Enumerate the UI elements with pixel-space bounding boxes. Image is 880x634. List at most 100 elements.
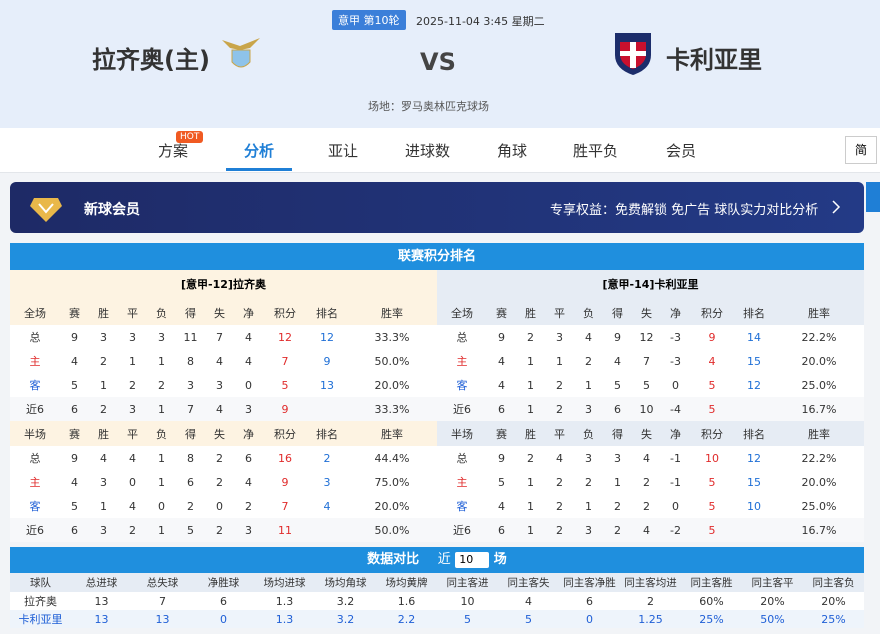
stat-cell: 4	[643, 451, 650, 465]
stat-cell: 1	[585, 378, 592, 392]
stat-cell: 2	[556, 475, 563, 489]
comparison-cell: 20%	[821, 594, 846, 608]
column-header: 胜率	[381, 427, 403, 441]
stat-cell: 75.0%	[374, 475, 410, 489]
column-header: 场均黄牌	[385, 577, 428, 589]
stat-cell: 1	[527, 378, 534, 392]
venue: 场地：罗马奥林匹克球场	[368, 100, 489, 113]
column-header: 同主客净胜	[563, 577, 616, 589]
lang-button[interactable]: 简	[845, 136, 877, 164]
comparison-row: 拉齐奥 13 7 6 1.3 3.2 1.6 10 4 6 2 60% 20% 20%	[10, 592, 864, 610]
stat-row: 客 5 1 4 0 2 0 2 7 4 20.0%	[10, 494, 437, 518]
stat-cell: 4	[498, 354, 505, 368]
comparison-cell: 10	[460, 594, 475, 608]
column-header: 负	[583, 427, 594, 441]
stat-cell: 4	[708, 354, 716, 368]
stat-cell: 2	[527, 451, 534, 465]
column-header: 全场	[451, 306, 473, 320]
stat-cell: 3	[323, 475, 331, 489]
stat-cell: 0	[672, 378, 679, 392]
column-header: 得	[612, 306, 623, 320]
nav-tab[interactable]: 方案	[158, 142, 189, 160]
comparison-cell: 50%	[760, 612, 785, 626]
stat-row: 近6 6 1 2 3 2 4 -2 5 16.7%	[437, 518, 864, 542]
column-header: 胜	[98, 306, 109, 320]
header-row: 全场 赛 胜 平 负 得 失 净 积分 排名 胜率	[437, 300, 864, 325]
stat-cell: 2	[216, 451, 223, 465]
column-header: 失	[214, 427, 225, 441]
column-header: 净	[243, 427, 254, 441]
stat-cell: 3	[585, 451, 592, 465]
stat-cell: 4	[100, 451, 107, 465]
comparison-cell: 25%	[699, 612, 724, 626]
stat-cell: 4	[216, 354, 223, 368]
stat-cell: 3	[556, 330, 563, 344]
column-header: 胜	[525, 306, 536, 320]
column-header: 得	[185, 427, 196, 441]
stat-cell: 总	[29, 331, 41, 344]
away-logo	[615, 33, 651, 75]
comparison-cell: 拉齐奥	[24, 595, 57, 608]
stat-cell: 6	[71, 523, 78, 537]
comparison-cell: 60%	[699, 594, 724, 608]
nav-tab[interactable]: 进球数	[405, 142, 451, 160]
stat-cell: 4	[323, 499, 331, 513]
member-banner[interactable]: 新球会员 专享权益：免费解锁 免广告 球队实力对比分析	[10, 182, 864, 233]
stat-cell: 16.7%	[801, 402, 837, 416]
stat-cell: 6	[498, 402, 505, 416]
comparison-row: 卡利亚里 13 13 0 1.3 3.2 2.2 5 5 0 1.25 25% 50% 25%	[10, 610, 864, 628]
comparison-cell: 2.2	[397, 612, 416, 626]
nav-tab[interactable]: 角球	[497, 142, 528, 160]
stat-cell: 9	[281, 475, 289, 489]
stat-cell: 5	[708, 499, 716, 513]
stat-cell: 主	[29, 355, 41, 368]
stat-cell: 6	[498, 523, 505, 537]
comparison-cell: 25%	[821, 612, 846, 626]
comparison-cell: 4	[525, 594, 532, 608]
stat-cell: 9	[708, 330, 716, 344]
stat-cell: 44.4%	[374, 451, 410, 465]
stat-cell: 近6	[453, 403, 471, 416]
stat-cell: 5	[708, 475, 716, 489]
count-select[interactable]: 10	[455, 552, 490, 568]
stat-row: 客 4 1 2 1 5 5 0 5 12 25.0%	[437, 373, 864, 397]
away-standings-title: [意甲-14]卡利亚里	[437, 270, 864, 300]
stat-cell: 20.0%	[374, 499, 410, 513]
nav-tab[interactable]: 会员	[666, 142, 697, 160]
nav-tab[interactable]: 亚让	[328, 142, 359, 160]
column-header: 平	[554, 306, 565, 320]
column-header: 全场	[24, 306, 46, 320]
stat-cell: 20.0%	[801, 354, 837, 368]
stat-cell: 2	[585, 475, 592, 489]
column-header: 排名	[743, 427, 765, 441]
column-header: 同主客负	[812, 577, 855, 589]
stat-cell: 5	[498, 475, 505, 489]
column-header: 半场	[24, 427, 46, 441]
stat-cell: 4	[643, 523, 650, 537]
stat-cell: 2	[556, 378, 563, 392]
column-header: 同主客胜	[690, 577, 733, 589]
nav-tab[interactable]: 胜平负	[573, 142, 619, 160]
column-header: 排名	[743, 306, 765, 320]
stat-cell: 50.0%	[374, 523, 410, 537]
stat-cell: 2	[129, 523, 136, 537]
stat-cell: 主	[456, 476, 468, 489]
stat-cell: 4	[129, 499, 136, 513]
stat-cell: 12	[278, 330, 292, 344]
column-header: 同主客均进	[624, 577, 677, 589]
stat-cell: 2	[614, 499, 621, 513]
stat-cell: 0	[216, 499, 223, 513]
stat-cell: 15	[747, 354, 761, 368]
stat-cell: 13	[320, 378, 334, 392]
stat-cell: 6	[245, 451, 252, 465]
stat-cell: 2	[527, 330, 534, 344]
vs: VS	[420, 48, 456, 76]
stat-cell: 7	[216, 330, 223, 344]
stat-row: 总 9 3 3 3 11 7 4 12 12 33.3%	[10, 325, 437, 349]
stat-cell: 12	[747, 451, 761, 465]
nav-tab[interactable]: 分析	[244, 142, 275, 160]
stat-cell: 4	[129, 451, 136, 465]
stat-cell: 33.3%	[374, 402, 410, 416]
comparison-cell: 6	[220, 594, 227, 608]
comparison-cell: 1.6	[397, 594, 416, 608]
